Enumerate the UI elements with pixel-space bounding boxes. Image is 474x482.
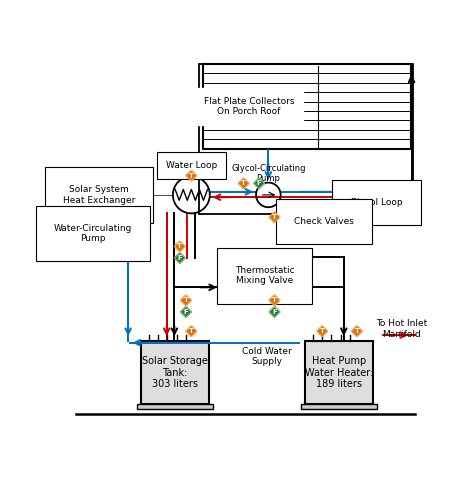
Bar (199, 64, 413, 214)
Polygon shape (269, 212, 280, 223)
Text: Heat Pump
Water Heater:
189 liters: Heat Pump Water Heater: 189 liters (305, 356, 374, 389)
Bar (203, 64, 411, 149)
Text: Solar System
Heat Exchanger: Solar System Heat Exchanger (63, 185, 135, 204)
Text: Water Loop: Water Loop (166, 161, 217, 170)
Bar (137, 404, 213, 409)
Polygon shape (186, 326, 197, 336)
Polygon shape (269, 295, 280, 306)
Polygon shape (181, 307, 191, 317)
Polygon shape (186, 170, 197, 181)
Text: Cold Water
Supply: Cold Water Supply (242, 347, 292, 366)
Text: T: T (189, 173, 194, 179)
Polygon shape (317, 326, 328, 336)
Bar (301, 404, 377, 409)
Text: Check Valves: Check Valves (294, 217, 354, 227)
Text: F: F (272, 309, 277, 315)
Polygon shape (254, 178, 264, 189)
Polygon shape (174, 253, 185, 264)
Text: T: T (272, 214, 277, 220)
Text: T: T (272, 297, 277, 303)
Text: T: T (189, 328, 194, 334)
Text: F: F (183, 309, 188, 315)
Text: Flat Plate Collectors
On Porch Roof: Flat Plate Collectors On Porch Roof (204, 97, 294, 116)
Text: Glycol-Circulating
Pump: Glycol-Circulating Pump (231, 164, 306, 183)
Bar (141, 341, 209, 404)
Text: Water Loop: Water Loop (166, 161, 217, 170)
Text: F: F (177, 255, 182, 261)
Text: T: T (355, 328, 359, 334)
Polygon shape (269, 307, 280, 317)
Text: T: T (183, 297, 189, 303)
Bar (305, 341, 373, 404)
Polygon shape (238, 178, 249, 189)
Text: Thermostatic
Mixing Valve: Thermostatic Mixing Valve (235, 266, 294, 285)
Text: Glycol Loop: Glycol Loop (350, 198, 402, 207)
Text: Solar Storage
Tank:
303 liters: Solar Storage Tank: 303 liters (142, 356, 208, 389)
Text: T: T (241, 180, 246, 187)
Polygon shape (174, 241, 185, 252)
Polygon shape (221, 280, 238, 287)
Text: Water-Circulating
Pump: Water-Circulating Pump (54, 224, 132, 243)
Polygon shape (181, 295, 191, 306)
Polygon shape (352, 326, 362, 336)
Text: T: T (177, 243, 182, 250)
Text: F: F (257, 180, 262, 187)
Polygon shape (221, 287, 238, 295)
Text: To Hot Inlet
Manifold: To Hot Inlet Manifold (376, 319, 427, 338)
Text: T: T (320, 328, 325, 334)
